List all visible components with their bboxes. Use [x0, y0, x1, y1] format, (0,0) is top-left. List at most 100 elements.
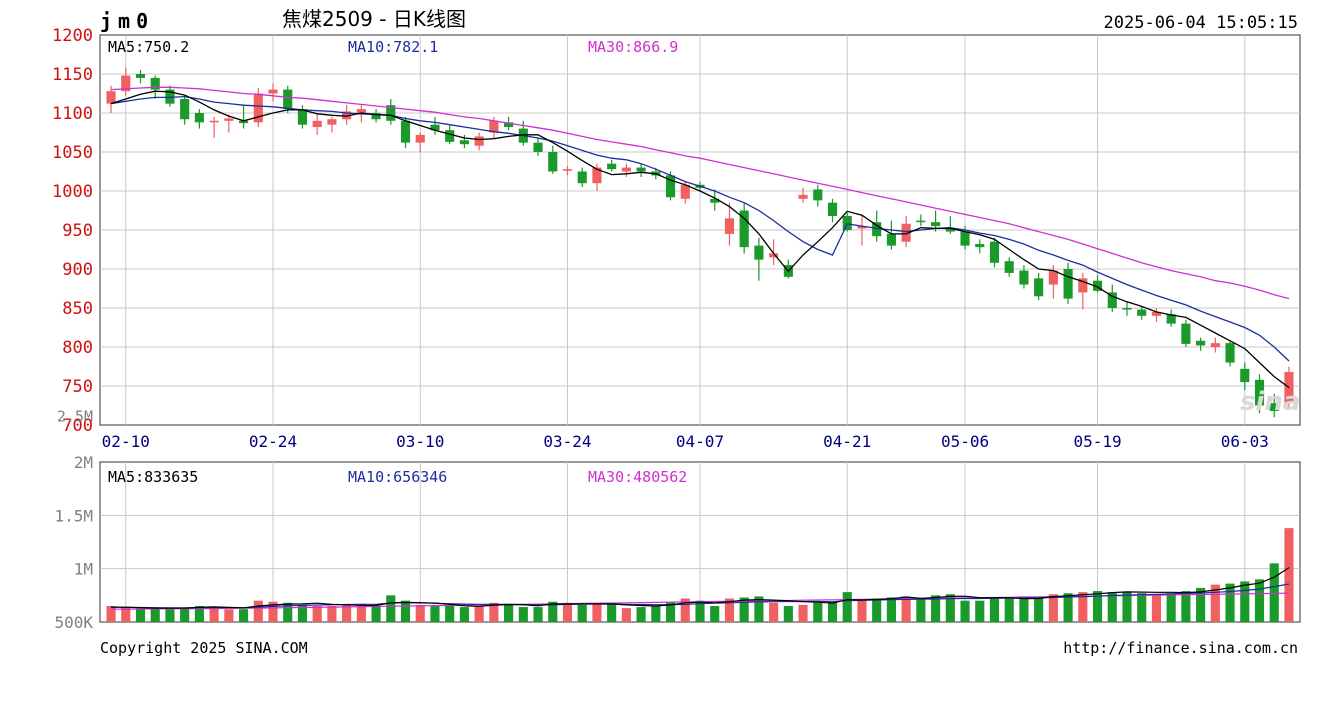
volume-bar — [150, 609, 160, 622]
candle-body — [1063, 269, 1073, 299]
candle-body — [430, 124, 440, 131]
candle-body — [283, 89, 293, 110]
volume-bar — [739, 597, 749, 622]
candle-body — [459, 140, 469, 145]
price-tick-label: 1200 — [52, 26, 93, 46]
volume-bar — [1210, 584, 1220, 622]
candle-body — [960, 231, 970, 246]
volume-bar — [857, 600, 867, 622]
candle-body — [592, 167, 602, 184]
volume-bar — [989, 598, 1000, 622]
volume-bar — [504, 603, 514, 622]
volume-bar — [754, 596, 764, 622]
volume-bar — [253, 600, 263, 622]
candle-body — [754, 245, 764, 260]
candle-body — [165, 89, 175, 104]
candle-body — [1151, 311, 1162, 316]
volume-bar — [665, 601, 676, 622]
volume-bar — [960, 600, 970, 622]
volume-bar — [1019, 596, 1029, 622]
candle-body — [504, 122, 514, 128]
date-tick-label: 02-10 — [102, 432, 150, 451]
candle-body — [342, 111, 352, 120]
volume-bar — [135, 608, 146, 622]
price-tick-label: 800 — [62, 338, 93, 358]
volume-bar — [1137, 593, 1147, 622]
volume-bar — [283, 602, 293, 622]
candle-body — [1004, 261, 1014, 273]
candle-body — [621, 167, 631, 172]
volume-bar — [827, 601, 838, 622]
price-tick-label: 1000 — [52, 182, 93, 202]
candle-body — [415, 134, 425, 143]
symbol-code: jm0 — [100, 9, 154, 33]
candle-body — [1225, 343, 1235, 363]
candle-body — [710, 198, 720, 203]
candle-body — [1240, 368, 1250, 383]
volume-bar — [1122, 592, 1132, 622]
volume-tick-label: 2M — [74, 453, 93, 472]
volume-bar — [798, 604, 808, 622]
volume-bar — [901, 596, 911, 622]
volume-bar — [1063, 593, 1073, 622]
volume-bar — [607, 603, 617, 622]
candle-body — [739, 210, 749, 248]
volume-ma30-legend: MA30:480562 — [588, 468, 687, 486]
candle-body — [548, 152, 558, 172]
volume-bar — [783, 606, 793, 622]
volume-bar — [415, 604, 425, 622]
volume-bar — [297, 604, 308, 622]
candle-body — [1122, 308, 1132, 310]
volume-bar — [931, 595, 941, 622]
price-ma5-legend: MA5:750.2 — [108, 38, 189, 56]
candle-body — [680, 184, 690, 199]
price-tick-label: 1100 — [52, 104, 93, 124]
copyright-text: Copyright 2025 SINA.COM — [100, 639, 308, 657]
candle-body — [636, 167, 646, 172]
candle-body — [827, 202, 838, 216]
date-tick-label: 03-10 — [396, 432, 444, 451]
candle-body — [386, 105, 396, 121]
candle-body — [1092, 280, 1103, 291]
candle-body — [121, 75, 131, 92]
price-ma-lines — [110, 86, 1290, 389]
candle-body — [474, 136, 484, 146]
candle-body — [1269, 403, 1279, 411]
volume-bar — [386, 595, 396, 622]
volume-bar — [651, 606, 661, 622]
candle-body — [724, 218, 735, 234]
price-tick-label: 900 — [62, 260, 93, 280]
volume-bar — [724, 598, 735, 622]
price-ma10-line — [110, 95, 1290, 362]
volume-ma10-line — [110, 583, 1290, 609]
volume-ma10-legend: MA10:656346 — [348, 468, 447, 486]
volume-bar — [342, 604, 352, 622]
candle-body — [400, 120, 411, 143]
chart-datetime: 2025-06-04 15:05:15 — [1104, 13, 1298, 33]
price-tick-label: 850 — [62, 299, 93, 319]
date-tick-label: 04-07 — [676, 432, 724, 451]
candle-body — [224, 118, 234, 121]
candle-body — [194, 113, 204, 123]
candle-body — [356, 109, 366, 115]
candle-body — [297, 109, 308, 125]
candle-body — [150, 77, 160, 90]
volume-bar — [813, 602, 823, 622]
volume-bar — [680, 598, 690, 622]
volume-bar — [1196, 587, 1206, 622]
chart-title: 焦煤2509 - 日K线图 — [282, 7, 466, 31]
date-tick-label: 03-24 — [543, 432, 591, 451]
candle-body — [989, 241, 1000, 263]
volume-bar — [636, 607, 646, 622]
volume-ma-lines — [110, 567, 1290, 610]
candle-body — [253, 93, 263, 123]
volume-bar — [1181, 591, 1191, 622]
candle-body — [1048, 270, 1058, 285]
candle-body — [813, 189, 823, 201]
price-axis-ticks: 1200 1150 1100 1050 1000 950 900 850 800 750 7002.… — [52, 26, 93, 436]
volume-tick-label: 1M — [74, 560, 93, 579]
candle-body — [1078, 278, 1088, 293]
candle-body — [665, 175, 676, 198]
candle-body — [533, 142, 543, 152]
